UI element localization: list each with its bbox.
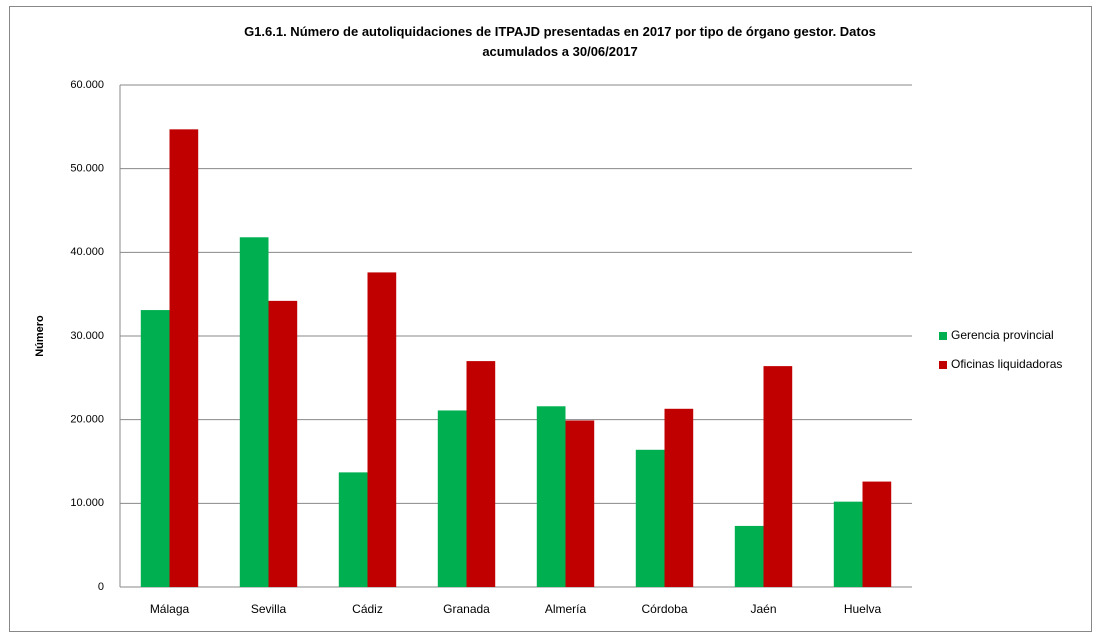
x-tick-label: Cádiz	[352, 602, 383, 616]
y-tick-label: 50.000	[70, 163, 104, 175]
bar	[140, 310, 170, 587]
x-tick-label: Córdoba	[641, 602, 687, 616]
x-tick-label: Granada	[443, 602, 490, 616]
y-tick-label: 40.000	[70, 246, 104, 258]
bar	[734, 525, 764, 587]
x-tick-label: Sevilla	[251, 602, 287, 616]
bar	[763, 366, 793, 587]
bar	[565, 420, 595, 587]
bar	[239, 237, 269, 588]
legend-swatch	[939, 361, 947, 369]
bar	[169, 129, 199, 588]
legend-swatch	[939, 332, 947, 340]
bar	[536, 406, 566, 587]
x-tick-label: Huelva	[844, 602, 882, 616]
bar	[268, 300, 298, 587]
y-tick-label: 10.000	[70, 497, 104, 509]
bar	[664, 408, 694, 587]
bar	[437, 410, 467, 587]
y-tick-label: 30.000	[70, 330, 104, 342]
legend-label: Oficinas liquidadoras	[951, 357, 1062, 371]
bar	[635, 449, 665, 587]
y-tick-label: 60.000	[70, 79, 104, 91]
bar	[367, 272, 397, 587]
x-tick-label: Almería	[545, 602, 587, 616]
x-tick-label: Málaga	[150, 602, 190, 616]
y-axis-label: Número	[34, 315, 46, 357]
y-tick-label: 20.000	[70, 414, 104, 426]
bar	[466, 361, 496, 587]
bar	[862, 481, 892, 587]
bar	[833, 501, 863, 587]
bar	[338, 472, 368, 587]
chart-title: G1.6.1. Número de autoliquidaciones de I…	[244, 24, 876, 59]
legend-label: Gerencia provincial	[951, 328, 1054, 342]
x-tick-label: Jaén	[750, 602, 776, 616]
y-tick-label: 0	[98, 581, 104, 593]
